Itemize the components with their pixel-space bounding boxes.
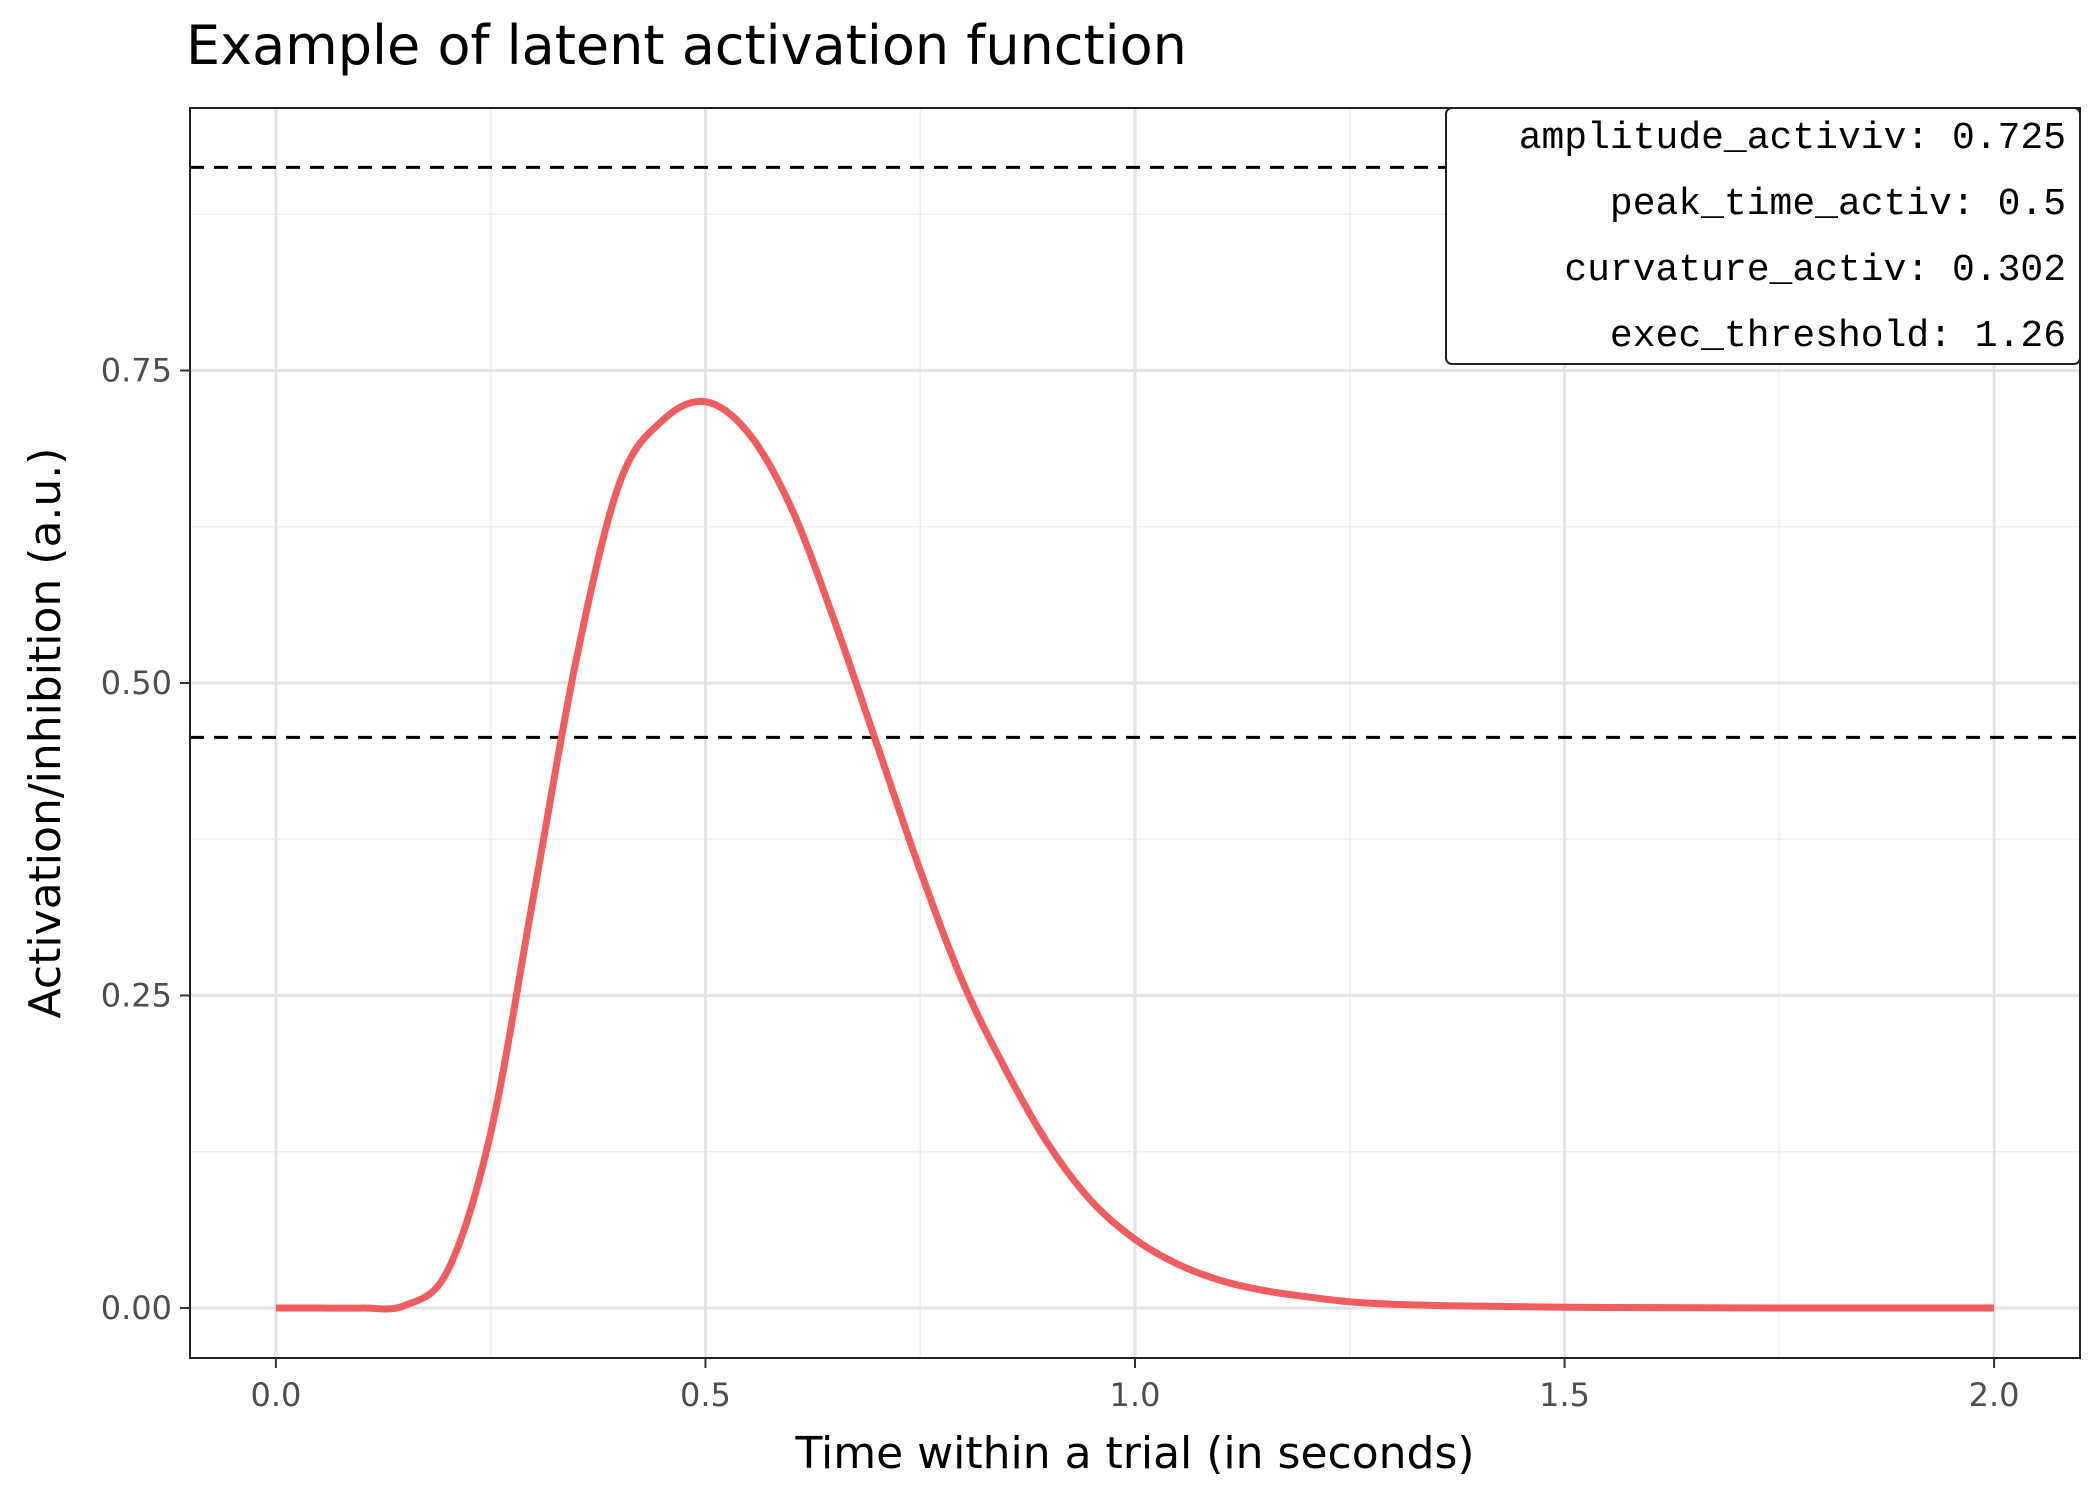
x-tick-label: 1.5 — [1539, 1376, 1590, 1414]
y-tick-label: 0.75 — [101, 352, 172, 390]
axes: 0.0 0.5 1.0 1.5 2.0 0.00 0.25 0.50 0.75 — [101, 352, 2020, 1415]
y-tick-label: 0.25 — [101, 977, 172, 1015]
y-tick-label: 0.50 — [101, 664, 172, 702]
annotation-line-curvature: curvature_activ: 0.302 — [1564, 249, 2066, 292]
annotation-line-peak-time: peak_time_activ: 0.5 — [1610, 183, 2066, 226]
y-axis-title: Activation/inhibition (a.u.) — [20, 448, 71, 1019]
annotation-line-exec-threshold: exec_threshold: 1.26 — [1610, 315, 2066, 358]
annotation-box-border — [1445, 107, 2081, 365]
annotation-line-amplitude: amplitude_activiv: 0.725 — [1519, 117, 2066, 160]
y-tick-label: 0.00 — [101, 1289, 172, 1327]
activation-series-line-1 — [275, 397, 1995, 1313]
series-layer — [275, 397, 1995, 1313]
reference-lines — [190, 165, 2080, 739]
x-axis-title: Time within a trial (in seconds) — [794, 1428, 1474, 1479]
x-tick-label: 0.0 — [250, 1376, 301, 1414]
parameter-annotation-box: amplitude_activiv: 0.725 peak_time_activ… — [1445, 107, 2081, 365]
x-tick-label: 1.0 — [1110, 1376, 1161, 1414]
chart-title: Example of latent activation function — [186, 14, 1187, 77]
x-tick-label: 2.0 — [1969, 1376, 2020, 1414]
x-tick-label: 0.5 — [680, 1376, 731, 1414]
